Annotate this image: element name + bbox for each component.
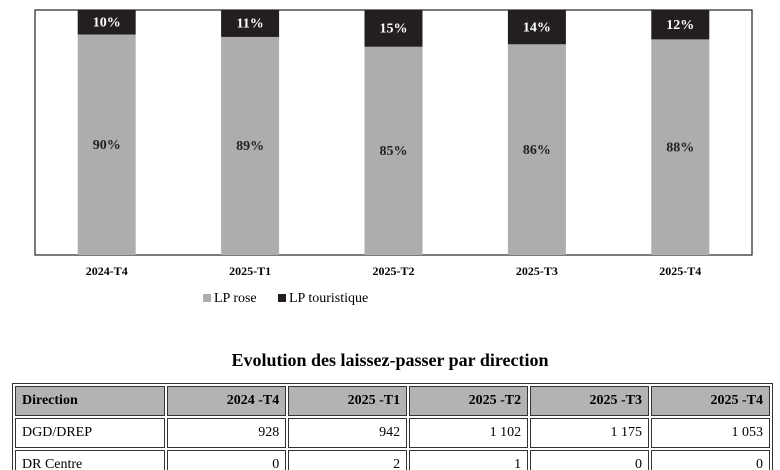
table-cell: 928: [167, 418, 287, 448]
x-tick-label: 2025-T2: [373, 264, 415, 278]
data-label: 88%: [666, 140, 694, 155]
bar-segment: [77, 34, 136, 255]
legend-label: LP touristique: [289, 291, 368, 306]
data-label: 86%: [523, 143, 551, 158]
table-row: DGD/DREP 928 942 1 102 1 175 1 053: [15, 418, 770, 448]
table-cell: 1 053: [651, 418, 770, 448]
table-cell: 2: [288, 450, 408, 470]
data-label: 14%: [523, 20, 551, 35]
data-label: 12%: [666, 18, 694, 33]
bar-segment: [364, 46, 423, 255]
table-cell: 942: [288, 418, 408, 448]
chart: 90% 10% 2024-T4 89% 11% 2025-T1 85% 15% 2025-T2 8…: [34, 9, 753, 306]
x-tick-label: 2025-T1: [229, 264, 271, 278]
data-label: 89%: [236, 139, 264, 154]
bar-segment: [221, 36, 280, 256]
data-label: 11%: [236, 17, 263, 32]
bar-segment: [221, 10, 280, 37]
table-row: DR Centre 0 2 1 0 0: [15, 450, 770, 470]
legend-swatch: [278, 294, 286, 302]
table-cell: 0: [167, 450, 287, 470]
bar-segment: [77, 10, 136, 35]
table-cell: 1 102: [409, 418, 529, 448]
table-cell: 0: [530, 450, 650, 470]
data-table: Direction 2024 -T4 2025 -T1 2025 -T2 2025 -T…: [12, 383, 773, 470]
bar-segment: [651, 39, 710, 256]
header-cell: 2024 -T4: [167, 386, 287, 416]
bar-segment: [364, 10, 423, 47]
bar-segment: [507, 10, 566, 45]
x-tick-label: 2024-T4: [86, 264, 128, 278]
header-cell: Direction: [15, 386, 166, 416]
header-cell: 2025 -T1: [288, 386, 408, 416]
table-cell: 1 175: [530, 418, 650, 448]
table-title: Evolution des laissez-passer par directi…: [231, 350, 549, 370]
data-label: 10%: [93, 15, 121, 30]
table-cell: DR Centre: [15, 450, 166, 470]
header-row: Direction 2024 -T4 2025 -T1 2025 -T2 2025 -T…: [15, 386, 770, 416]
x-tick-label: 2025-T4: [659, 264, 701, 278]
bar-segment: [507, 44, 566, 255]
data-label: 15%: [380, 22, 408, 37]
table-cell: 0: [651, 450, 770, 470]
table-cell: DGD/DREP: [15, 418, 166, 448]
data-label: 90%: [93, 138, 121, 153]
legend-label: LP rose: [214, 291, 257, 306]
header-cell: 2025 -T3: [530, 386, 650, 416]
data-label: 85%: [380, 144, 408, 159]
table-cell: 1: [409, 450, 529, 470]
x-tick-label: 2025-T3: [516, 264, 558, 278]
bar-segment: [651, 10, 710, 40]
header-cell: 2025 -T4: [651, 386, 770, 416]
legend-swatch: [203, 294, 211, 302]
header-cell: 2025 -T2: [409, 386, 529, 416]
